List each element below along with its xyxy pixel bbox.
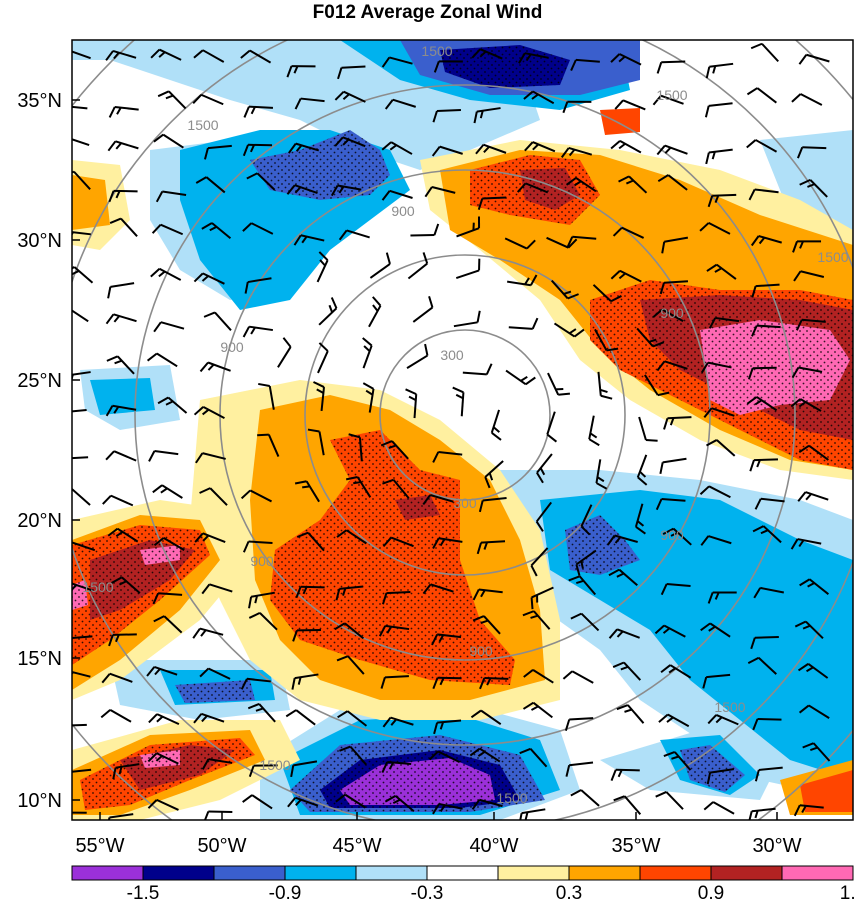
- lon-tick-label: 40°W: [469, 835, 518, 857]
- colorbar-label: 1.5: [840, 883, 855, 900]
- colorbar-swatch: [498, 866, 569, 880]
- cyan-region: [90, 378, 155, 415]
- colorbar-swatch: [72, 866, 143, 880]
- lon-tick-label: 50°W: [197, 835, 246, 857]
- ring-label: 1500: [259, 757, 290, 773]
- ring-label: 900: [469, 643, 493, 659]
- lat-tick-label: 35°N: [17, 90, 62, 112]
- colorbar-swatch: [427, 866, 498, 880]
- lon-tick-label: 30°W: [752, 835, 801, 857]
- ring-label: 900: [660, 305, 684, 321]
- colorbar-label: -0.9: [269, 883, 302, 900]
- colorbar-label: -1.5: [127, 883, 160, 900]
- colorbar-swatch: [640, 866, 711, 880]
- orange-region: [72, 175, 110, 230]
- colorbar-swatch: [782, 866, 853, 880]
- ring-label: 1500: [187, 117, 218, 133]
- ring-label: 1500: [714, 699, 745, 715]
- ring-label: 300: [440, 347, 464, 363]
- lat-tick-label: 25°N: [17, 370, 62, 392]
- lat-tick-label: 30°N: [17, 230, 62, 252]
- lon-tick-label: 55°W: [75, 835, 124, 857]
- latitude-axis: 35°N 30°N 25°N 20°N 15°N 10°N: [17, 90, 80, 812]
- ring-label: 300: [453, 495, 477, 511]
- ring-label: 900: [250, 553, 274, 569]
- ring-label: 900: [220, 339, 244, 355]
- lat-tick-label: 15°N: [17, 648, 62, 670]
- colorbar-swatch: [214, 866, 285, 880]
- ring-label: 1500: [817, 249, 848, 265]
- lat-tick-label: 10°N: [17, 790, 62, 812]
- lon-tick-label: 45°W: [332, 835, 381, 857]
- colorbar-swatch: [569, 866, 640, 880]
- lat-tick-label: 20°N: [17, 510, 62, 532]
- colorbar-label: 0.3: [556, 883, 582, 900]
- ring-label: 1500: [421, 43, 452, 59]
- ring-label: 1500: [496, 790, 527, 806]
- colorbar-label: 0.9: [698, 883, 724, 900]
- colorbar-label: -0.3: [411, 883, 444, 900]
- colorbar: -1.5 -0.9 -0.3 0.3 0.9 1.5: [72, 866, 855, 900]
- ring-label: 1500: [82, 579, 113, 595]
- colorbar-swatch: [285, 866, 356, 880]
- colorbar-swatch: [356, 866, 427, 880]
- lon-tick-label: 35°W: [611, 835, 660, 857]
- ring-label: 900: [391, 203, 415, 219]
- colorbar-swatch: [143, 866, 214, 880]
- colorbar-swatch: [711, 866, 782, 880]
- ring-label: 900: [660, 527, 684, 543]
- ring-label: 1500: [656, 87, 687, 103]
